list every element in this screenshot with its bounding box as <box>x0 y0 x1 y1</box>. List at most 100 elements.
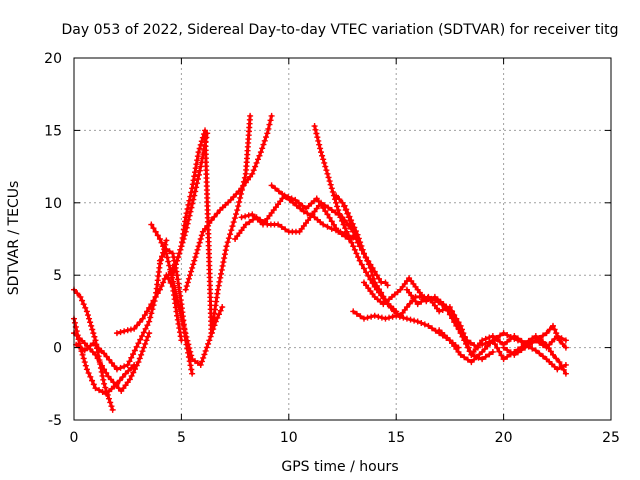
data-point <box>141 312 148 319</box>
data-point <box>562 361 569 368</box>
data-point <box>125 367 132 374</box>
data-point <box>216 278 223 285</box>
data-point <box>286 196 293 203</box>
x-tick-label: 25 <box>602 430 620 446</box>
data-point <box>170 278 177 285</box>
data-point <box>94 355 101 362</box>
data-point <box>550 351 557 358</box>
data-point <box>507 349 514 356</box>
data-point <box>507 333 514 340</box>
data-point <box>121 328 128 335</box>
data-point <box>326 178 333 185</box>
series-arc-17 <box>350 308 462 351</box>
data-point <box>158 239 165 246</box>
data-point <box>84 312 91 319</box>
data-point <box>376 286 383 293</box>
data-point <box>556 359 563 366</box>
data-point <box>198 138 205 145</box>
data-point <box>457 330 464 337</box>
data-point <box>132 366 139 373</box>
data-point <box>500 356 507 363</box>
data-point <box>102 384 109 391</box>
data-point <box>223 243 230 250</box>
data-point <box>140 329 147 336</box>
data-point <box>313 195 320 202</box>
data-point <box>260 141 267 148</box>
data-point <box>134 322 141 329</box>
data-point <box>380 293 387 300</box>
data-point <box>464 356 471 363</box>
data-point <box>237 194 244 201</box>
data-point <box>188 204 195 211</box>
data-point <box>330 221 337 228</box>
data-point <box>496 348 503 355</box>
data-point <box>335 207 342 214</box>
data-point <box>522 344 529 351</box>
data-point <box>183 283 190 290</box>
data-point <box>87 373 94 380</box>
data-point <box>233 211 240 218</box>
data-point <box>198 358 205 365</box>
data-point <box>229 223 236 230</box>
data-point <box>87 319 94 326</box>
data-point <box>196 167 203 174</box>
data-point <box>146 318 153 325</box>
data-point <box>454 322 461 329</box>
data-point <box>182 286 189 293</box>
data-point <box>414 318 421 325</box>
data-point <box>111 363 118 370</box>
data-point <box>101 380 108 387</box>
data-point <box>139 333 146 340</box>
data-point <box>126 358 133 365</box>
data-point <box>403 304 410 311</box>
data-point <box>219 304 226 311</box>
data-point <box>218 266 225 273</box>
data-point <box>371 279 378 286</box>
data-point <box>90 381 97 388</box>
data-point <box>150 297 157 304</box>
data-point <box>130 351 137 358</box>
data-point <box>355 254 362 261</box>
data-point <box>326 214 333 221</box>
data-point <box>359 246 366 253</box>
data-point <box>186 197 193 204</box>
data-point <box>154 232 161 239</box>
data-point <box>85 370 92 377</box>
data-point <box>456 326 463 333</box>
data-point <box>318 201 325 208</box>
data-point <box>92 351 99 358</box>
data-point <box>257 149 264 156</box>
data-point <box>241 174 248 181</box>
data-point <box>353 310 360 317</box>
data-point <box>190 196 197 203</box>
data-point <box>238 214 245 221</box>
data-point <box>333 192 340 199</box>
data-point <box>175 320 182 327</box>
data-point <box>193 161 200 168</box>
data-point <box>135 340 142 347</box>
data-point <box>547 348 554 355</box>
data-point <box>117 364 124 371</box>
data-point <box>351 224 358 231</box>
data-point <box>418 319 425 326</box>
data-point <box>163 246 170 253</box>
data-point <box>337 228 344 235</box>
data-point <box>348 217 355 224</box>
data-point <box>156 257 163 264</box>
data-point <box>119 374 126 381</box>
data-point <box>504 347 511 354</box>
data-point <box>165 258 172 265</box>
data-point <box>350 243 357 250</box>
data-point <box>396 313 403 320</box>
data-point <box>350 308 357 315</box>
data-point <box>172 290 179 297</box>
data-point <box>187 362 194 369</box>
data-point <box>133 343 140 350</box>
data-point <box>356 257 363 264</box>
data-point <box>188 189 195 196</box>
data-point <box>324 211 331 218</box>
data-point <box>275 188 282 195</box>
data-point <box>81 359 88 366</box>
data-point <box>337 214 344 221</box>
data-point <box>343 206 350 213</box>
